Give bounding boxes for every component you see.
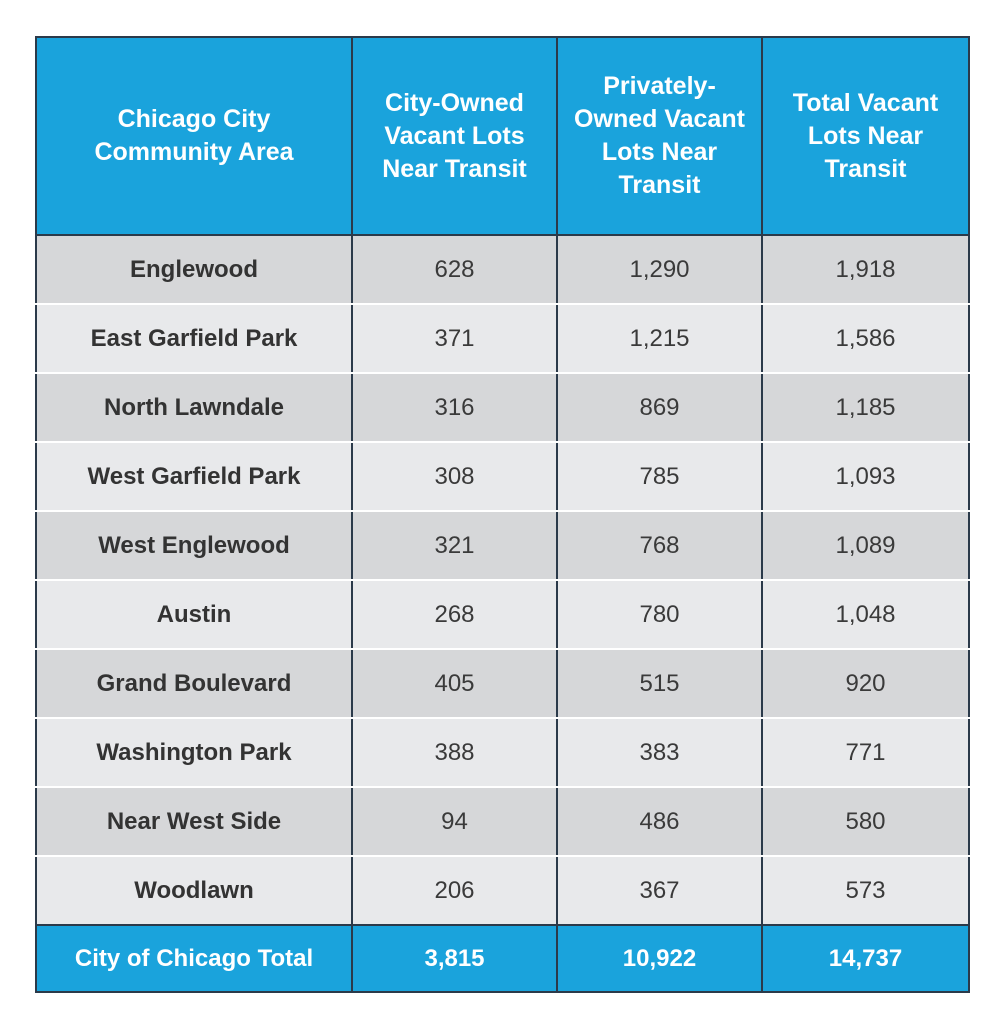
table-row: Grand Boulevard 405 515 920 — [35, 648, 970, 719]
value-cell: 367 — [556, 855, 763, 926]
table-row: North Lawndale 316 869 1,185 — [35, 372, 970, 443]
community-area-cell: Grand Boulevard — [35, 648, 353, 719]
value-cell: 94 — [351, 786, 558, 857]
table-row: West Garfield Park 308 785 1,093 — [35, 441, 970, 512]
total-value-cell: 14,737 — [761, 925, 970, 992]
value-cell: 869 — [556, 372, 763, 443]
value-cell: 371 — [351, 303, 558, 374]
community-area-cell: West Garfield Park — [35, 441, 353, 512]
table-row: Englewood 628 1,290 1,918 — [35, 235, 970, 305]
value-cell: 405 — [351, 648, 558, 719]
column-header-label: Total Vacant Lots Near Transit — [792, 88, 939, 183]
value-cell: 316 — [351, 372, 558, 443]
value-cell: 771 — [761, 717, 970, 788]
table-header: Chicago City Community Area City-Owned Vaca… — [35, 37, 970, 236]
value-cell: 1,089 — [761, 510, 970, 581]
table-row: Washington Park 388 383 771 — [35, 717, 970, 788]
table-body: Englewood 628 1,290 1,918 East Garfield Park… — [35, 235, 970, 926]
community-area-cell: Englewood — [35, 235, 353, 305]
value-cell: 580 — [761, 786, 970, 857]
value-cell: 1,093 — [761, 441, 970, 512]
column-header: Chicago City Community Area — [35, 37, 353, 236]
community-area-cell: Near West Side — [35, 786, 353, 857]
table-footer: City of Chicago Total 3,815 10,922 14,737 — [35, 925, 970, 992]
column-header-label: City-Owned Vacant Lots Near Transit — [382, 88, 527, 183]
value-cell: 308 — [351, 441, 558, 512]
value-cell: 383 — [556, 717, 763, 788]
value-cell: 486 — [556, 786, 763, 857]
value-cell: 780 — [556, 579, 763, 650]
column-header: Total Vacant Lots Near Transit — [761, 37, 970, 236]
header-row: Chicago City Community Area City-Owned Vaca… — [35, 37, 970, 236]
value-cell: 1,185 — [761, 372, 970, 443]
value-cell: 268 — [351, 579, 558, 650]
table-row: Near West Side 94 486 580 — [35, 786, 970, 857]
table-row: West Englewood 321 768 1,089 — [35, 510, 970, 581]
community-area-cell: Woodlawn — [35, 855, 353, 926]
value-cell: 321 — [351, 510, 558, 581]
total-value-cell: 3,815 — [351, 925, 558, 992]
column-header-label: Privately- Owned Vacant Lots Near Transit — [574, 72, 745, 199]
vacant-lots-table: Chicago City Community Area City-Owned Vaca… — [35, 36, 970, 993]
value-cell: 628 — [351, 235, 558, 305]
total-label-cell: City of Chicago Total — [35, 925, 353, 992]
value-cell: 785 — [556, 441, 763, 512]
column-header-label: Chicago City Community Area — [94, 105, 294, 166]
column-header: City-Owned Vacant Lots Near Transit — [351, 37, 558, 236]
value-cell: 515 — [556, 648, 763, 719]
value-cell: 920 — [761, 648, 970, 719]
value-cell: 1,290 — [556, 235, 763, 305]
value-cell: 206 — [351, 855, 558, 926]
value-cell: 573 — [761, 855, 970, 926]
table-row: East Garfield Park 371 1,215 1,586 — [35, 303, 970, 374]
community-area-cell: Austin — [35, 579, 353, 650]
table-row: Woodlawn 206 367 573 — [35, 855, 970, 926]
community-area-cell: West Englewood — [35, 510, 353, 581]
value-cell: 1,048 — [761, 579, 970, 650]
community-area-cell: East Garfield Park — [35, 303, 353, 374]
value-cell: 768 — [556, 510, 763, 581]
community-area-cell: North Lawndale — [35, 372, 353, 443]
value-cell: 1,215 — [556, 303, 763, 374]
total-value-cell: 10,922 — [556, 925, 763, 992]
value-cell: 1,918 — [761, 235, 970, 305]
total-row: City of Chicago Total 3,815 10,922 14,737 — [35, 925, 970, 992]
value-cell: 1,586 — [761, 303, 970, 374]
table-row: Austin 268 780 1,048 — [35, 579, 970, 650]
value-cell: 388 — [351, 717, 558, 788]
community-area-cell: Washington Park — [35, 717, 353, 788]
column-header: Privately- Owned Vacant Lots Near Transit — [556, 37, 763, 236]
